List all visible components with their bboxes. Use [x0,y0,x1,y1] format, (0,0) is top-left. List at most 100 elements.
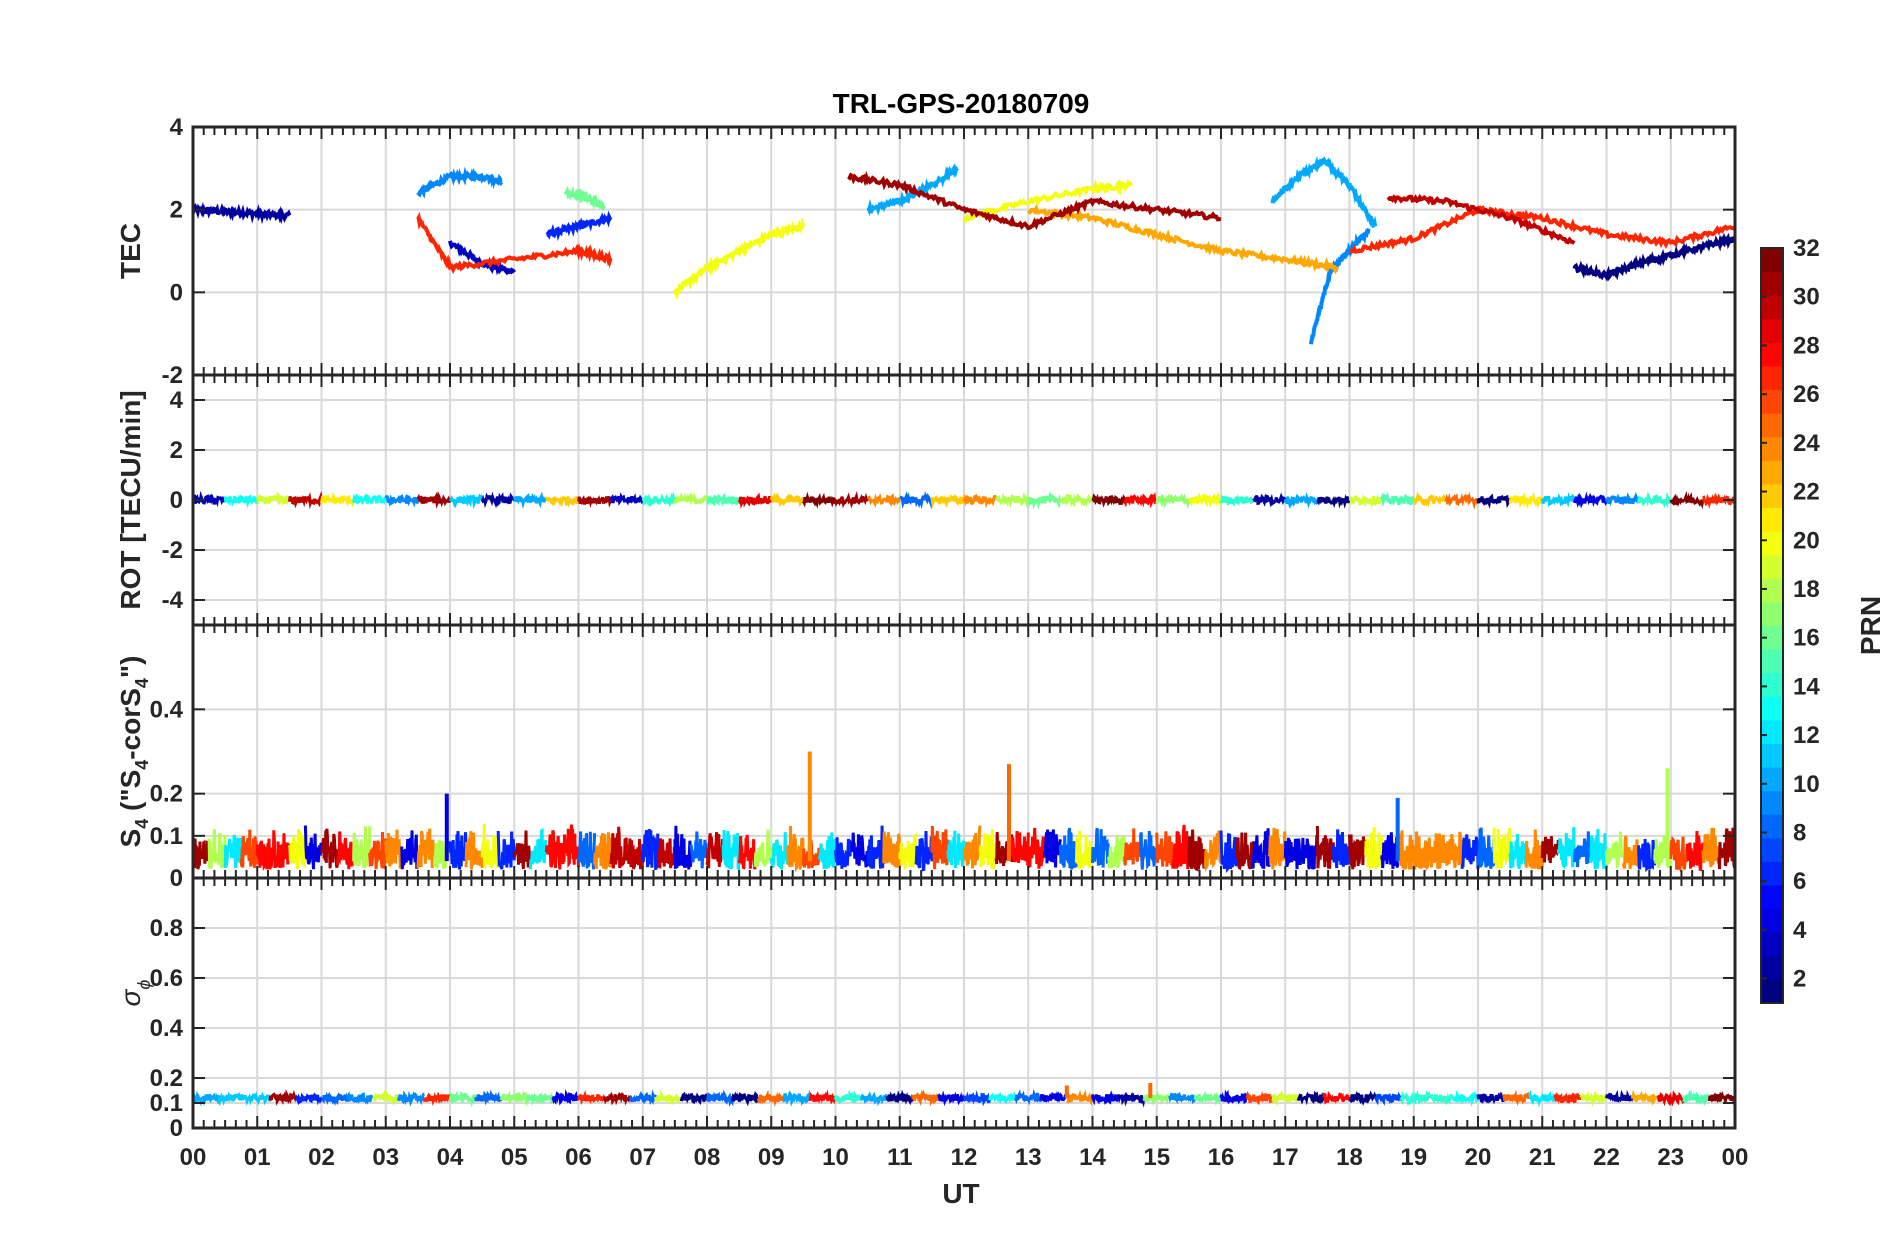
sigma-series [1296,1090,1326,1106]
sigma-series [1039,1090,1069,1103]
s4-series [1444,831,1464,869]
sigma-series [731,1090,760,1107]
s4-series [336,831,356,870]
sigma-series [1399,1089,1428,1107]
s4-series [287,829,307,870]
colorbar-tick-label: 26 [1793,381,1820,408]
rot-series [512,491,548,510]
rot-series [223,494,259,509]
sigma-series [397,1090,425,1107]
sigma-series [345,1091,374,1105]
s4-series [1364,827,1384,870]
colorbar-tick-label: 2 [1793,966,1806,993]
s4-series [193,838,211,870]
colorbar-bin [1761,814,1783,839]
sigma-series [1193,1090,1223,1106]
sigma-series [268,1088,298,1107]
sigma-series [1553,1092,1583,1104]
x-tick-label: 07 [629,1144,656,1171]
colorbar-bin [1761,601,1783,626]
x-tick-label: 11 [887,1144,912,1171]
sigma-series [679,1091,708,1106]
s4-series [657,838,677,870]
panel-data [193,156,1735,345]
tec-series-prn-20 [672,216,806,301]
tec-series-prn-9 [1309,227,1371,345]
s4-series [1460,834,1480,870]
sigma-series [834,1089,863,1105]
colorbar-bin [1761,483,1783,509]
sigma-series [193,1090,221,1107]
s4-series [609,826,629,869]
sigma-series [629,1089,658,1106]
sigma-series [1502,1089,1531,1107]
s4-series [1315,825,1335,869]
x-tick-label: 04 [437,1144,464,1171]
x-tick-label: 06 [565,1144,592,1171]
colorbar-bin [1761,531,1783,556]
rot-series [1091,493,1126,508]
rot-series [1123,491,1159,509]
colorbar-bin [1761,885,1783,910]
rot-series [287,490,323,510]
x-tick-label: 10 [822,1144,849,1171]
panel-data [193,1083,1735,1108]
s4-series [207,829,227,869]
s4-series [1476,827,1496,869]
s4-series [1701,827,1721,868]
colorbar-tick-label: 24 [1793,430,1820,457]
rot-series [609,492,645,506]
x-axis-title: UT [942,1178,979,1209]
s4-series [1588,829,1608,870]
colorbar-bin [1761,365,1783,391]
rot-series [544,495,580,508]
s4-series [1123,828,1143,866]
s4-series [1299,835,1319,870]
colorbar-tick-label: 20 [1793,527,1820,554]
sigma-series [242,1090,272,1107]
sigma-series [577,1089,606,1106]
colorbar-bin [1761,507,1783,532]
rot-series [1059,493,1094,508]
colorbar-bin [1761,743,1783,768]
sigma-series [885,1089,914,1106]
sigma-series [474,1089,503,1106]
s4-series [1524,829,1544,870]
s4-series [416,828,436,869]
rot-series [1508,491,1544,510]
tec-series-prn-6 [545,210,613,242]
s4-series [496,830,516,870]
sigma-series [294,1092,323,1106]
sigma-series [1219,1089,1248,1105]
x-tick-label: 20 [1465,1144,1492,1171]
s4-series [721,830,741,873]
colorbar-tick-label: 30 [1793,284,1820,311]
sigma-series [1452,1089,1480,1107]
rot-series [416,491,452,509]
rot-series [193,490,227,508]
colorbar-bin [1761,861,1783,886]
s4-series [320,828,340,869]
sigma-series [321,1091,349,1106]
s4-series [1685,830,1705,872]
s4-series [1717,827,1735,870]
s4-series [464,831,484,870]
tec-series-prn-10 [1270,156,1378,229]
tec-series-prn-31 [847,170,1222,231]
rot-series [352,492,388,506]
s4-series [786,825,805,873]
s4-series [223,834,243,869]
sigma-series [448,1090,478,1108]
s4-series [1267,827,1287,870]
colorbar-tick-label: 16 [1793,625,1820,652]
colorbar-tick-label: 12 [1793,722,1820,749]
rot-series [1283,492,1319,509]
s4-series [898,832,918,870]
colorbar-bin [1761,271,1783,296]
s4-series [480,823,500,870]
x-tick-label: 08 [694,1144,721,1171]
rot-series [1476,493,1512,509]
tec-series-prn-27 [1349,205,1735,254]
